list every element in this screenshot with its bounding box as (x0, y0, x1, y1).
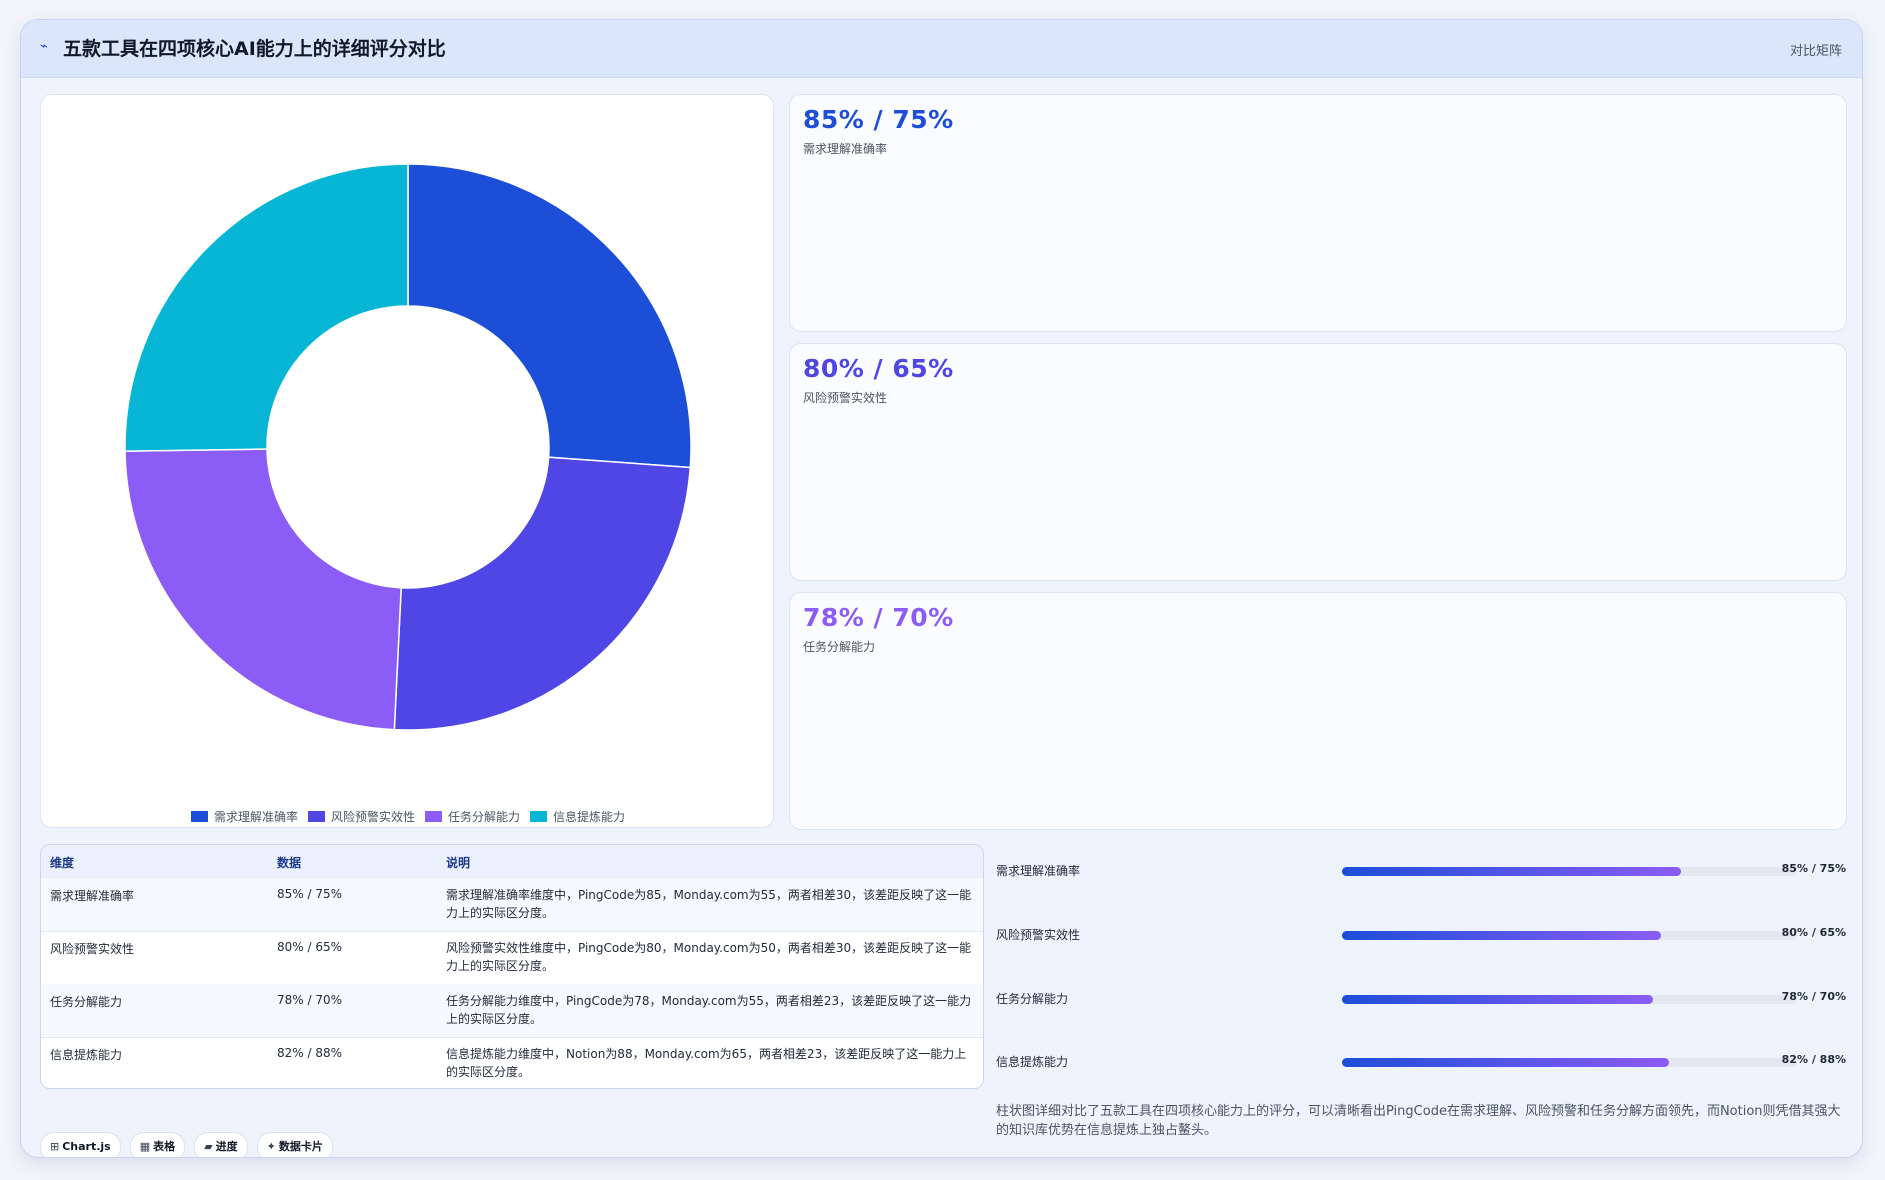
legend-swatch (425, 811, 442, 822)
legend-item-1[interactable]: 风险预警实效性 (307, 808, 415, 825)
progress-track (1342, 1058, 1797, 1067)
page-title: 五款工具在四项核心AI能力上的详细评分对比 (63, 38, 446, 60)
table-cell-description: 风险预警实效性维度中，PingCode为80，Monday.com为50，两者相… (446, 941, 972, 973)
slice-1[interactable] (393, 456, 692, 731)
progress-track (1342, 931, 1797, 940)
slice-2[interactable] (124, 448, 402, 731)
progress-label: 风险预警实效性 (996, 928, 1081, 942)
table-cell-data: 80% / 65% (277, 940, 343, 954)
tag-label: 表格 (153, 1140, 176, 1153)
progress-label: 任务分解能力 (996, 992, 1069, 1006)
legend-item-2[interactable]: 任务分解能力 (425, 808, 520, 825)
table-icon: ▦ (139, 1140, 151, 1153)
progress-label: 需求理解准确率 (996, 864, 1081, 878)
progress-value: 85% / 75% (1781, 862, 1846, 875)
progress-label: 信息提炼能力 (996, 1055, 1069, 1069)
stat-label: 风险预警实效性 (803, 391, 888, 405)
card-icon: ✦ (266, 1140, 276, 1153)
progress-row: 需求理解准确率 85% / 75% (996, 860, 1846, 880)
progress-track (1342, 995, 1797, 1004)
legend-label: 风险预警实效性 (330, 810, 415, 824)
stat-value: 78% / 70% (803, 603, 954, 632)
table-header-cell: 维度 (50, 856, 75, 870)
progress-track (1342, 867, 1797, 876)
doughnut-chart (124, 163, 692, 731)
legend-item-3[interactable]: 信息提炼能力 (530, 808, 625, 825)
table-cell-description: 信息提炼能力维度中，Notion为88，Monday.com为65，两者相差23… (446, 1047, 967, 1079)
tag-progress[interactable]: ▰ 进度 (194, 1132, 248, 1157)
legend-label: 任务分解能力 (448, 810, 521, 824)
table-cell-data: 82% / 88% (277, 1046, 343, 1060)
stat-label: 任务分解能力 (803, 640, 876, 654)
table-row: 风险预警实效性 80% / 65% 风险预警实效性维度中，PingCode为80… (41, 931, 983, 985)
chart-legend: 需求理解准确率 风险预警实效性 任务分解能力 信息提炼能力 (41, 808, 775, 825)
table-header-cell: 说明 (446, 856, 471, 870)
table-cell-dimension: 信息提炼能力 (50, 1048, 123, 1062)
table-cell-dimension: 需求理解准确率 (50, 889, 135, 903)
legend-label: 信息提炼能力 (553, 810, 626, 824)
tag-label: 进度 (215, 1140, 238, 1153)
legend-swatch (307, 811, 325, 822)
legend-label: 需求理解准确率 (213, 810, 298, 824)
legend-item-0[interactable]: 需求理解准确率 (190, 808, 298, 825)
progress-row: 信息提炼能力 82% / 88% (996, 1051, 1846, 1071)
legend-swatch (530, 811, 548, 822)
stat-card-1: 80% / 65% 风险预警实效性 (789, 343, 1847, 581)
chart-note: 柱状图详细对比了五款工具在四项核心能力上的评分，可以清晰看出PingCode在需… (996, 1104, 1841, 1138)
table-cell-data: 78% / 70% (277, 993, 343, 1007)
tag-data-card[interactable]: ✦ 数据卡片 (256, 1132, 333, 1157)
table-cell-description: 需求理解准确率维度中，PingCode为85，Monday.com为55，两者相… (446, 888, 972, 920)
dashboard-frame: ⌁ 五款工具在四项核心AI能力上的详细评分对比 对比矩阵 需求理解准确率 风险预警… (20, 19, 1863, 1158)
progress-fill (1342, 1058, 1669, 1067)
chart-icon: ⊞ (50, 1140, 60, 1153)
progress-value: 78% / 70% (1781, 990, 1846, 1003)
table-cell-dimension: 任务分解能力 (50, 995, 123, 1009)
table-row: 任务分解能力 78% / 70% 任务分解能力维度中，PingCode为78，M… (41, 984, 983, 1038)
progress-fill (1342, 995, 1653, 1004)
progress-fill (1342, 931, 1661, 940)
table-cell-data: 85% / 75% (277, 887, 343, 901)
legend-swatch (190, 811, 208, 822)
table-cell-dimension: 风险预警实效性 (50, 942, 135, 956)
header: ⌁ 五款工具在四项核心AI能力上的详细评分对比 对比矩阵 (21, 20, 1862, 78)
stat-card-0: 85% / 75% 需求理解准确率 (789, 94, 1847, 332)
tag-chartjs[interactable]: ⊞ Chart.js (40, 1132, 121, 1157)
tag-list: ⊞ Chart.js ▦ 表格 ▰ 进度 ✦ 数据卡片 (40, 1132, 333, 1157)
table-header: 维度 数据 说明 (41, 845, 983, 879)
table-row: 信息提炼能力 82% / 88% 信息提炼能力维度中，Notion为88，Mon… (41, 1037, 983, 1088)
table-header-cell: 数据 (277, 856, 302, 870)
doughnut-chart-card: 需求理解准确率 风险预警实效性 任务分解能力 信息提炼能力 (40, 94, 774, 828)
stat-value: 80% / 65% (803, 354, 954, 383)
stat-label: 需求理解准确率 (803, 142, 888, 156)
tag-table[interactable]: ▦ 表格 (129, 1132, 186, 1157)
chart-icon: ⌁ (40, 39, 48, 54)
tag-label: 数据卡片 (278, 1140, 323, 1153)
table-cell-description: 任务分解能力维度中，PingCode为78，Monday.com为55，两者相差… (446, 994, 972, 1026)
page-subtitle: 对比矩阵 (1789, 44, 1842, 59)
progress-value: 80% / 65% (1781, 926, 1846, 939)
slice-0[interactable] (407, 163, 692, 469)
slice-3[interactable] (124, 163, 409, 452)
stat-value: 85% / 75% (803, 105, 954, 134)
progress-icon: ▰ (204, 1140, 213, 1153)
progress-row: 任务分解能力 78% / 70% (996, 988, 1846, 1008)
table-row: 需求理解准确率 85% / 75% 需求理解准确率维度中，PingCode为85… (41, 878, 983, 932)
stat-card-2: 78% / 70% 任务分解能力 (789, 592, 1847, 830)
tag-label: Chart.js (62, 1140, 111, 1153)
data-table: 维度 数据 说明 需求理解准确率 85% / 75% 需求理解准确率维度中，Pi… (40, 844, 984, 1089)
progress-row: 风险预警实效性 80% / 65% (996, 924, 1846, 944)
progress-value: 82% / 88% (1781, 1053, 1846, 1066)
progress-fill (1342, 867, 1681, 876)
